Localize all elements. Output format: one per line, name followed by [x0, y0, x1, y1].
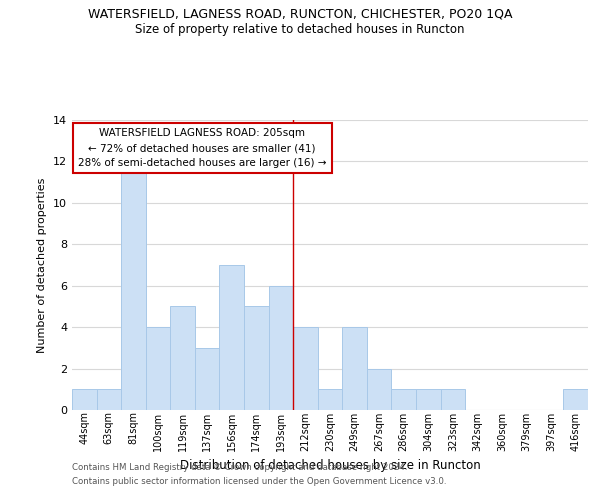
Bar	[72, 390, 97, 410]
Bar	[244, 306, 269, 410]
Text: WATERSFIELD, LAGNESS ROAD, RUNCTON, CHICHESTER, PO20 1QA: WATERSFIELD, LAGNESS ROAD, RUNCTON, CHIC…	[88, 8, 512, 20]
Text: Contains HM Land Registry data © Crown copyright and database right 2024.: Contains HM Land Registry data © Crown c…	[72, 464, 407, 472]
Bar	[318, 390, 342, 410]
Text: Contains public sector information licensed under the Open Government Licence v3: Contains public sector information licen…	[72, 477, 446, 486]
Bar	[170, 306, 195, 410]
X-axis label: Distribution of detached houses by size in Runcton: Distribution of detached houses by size …	[179, 459, 481, 472]
Bar	[220, 265, 244, 410]
Bar	[97, 390, 121, 410]
Text: Size of property relative to detached houses in Runcton: Size of property relative to detached ho…	[135, 22, 465, 36]
Bar	[342, 327, 367, 410]
Bar	[195, 348, 220, 410]
Bar	[563, 390, 588, 410]
Bar	[121, 162, 146, 410]
Bar	[293, 327, 318, 410]
Bar	[440, 390, 465, 410]
Bar	[391, 390, 416, 410]
Text: WATERSFIELD LAGNESS ROAD: 205sqm
← 72% of detached houses are smaller (41)
28% o: WATERSFIELD LAGNESS ROAD: 205sqm ← 72% o…	[78, 128, 326, 168]
Bar	[269, 286, 293, 410]
Bar	[416, 390, 440, 410]
Bar	[367, 368, 391, 410]
Bar	[146, 327, 170, 410]
Y-axis label: Number of detached properties: Number of detached properties	[37, 178, 47, 352]
